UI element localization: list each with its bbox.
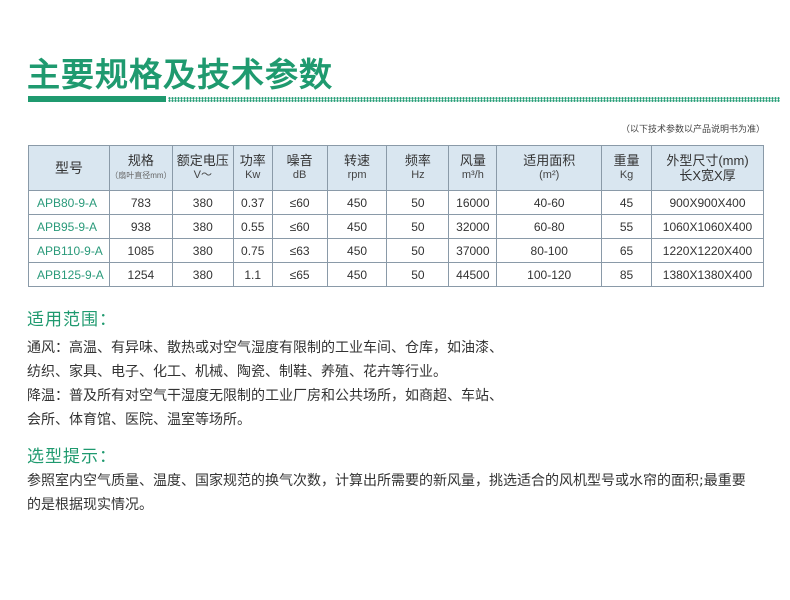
table-cell: 55 [601, 214, 652, 239]
scope-line: 通风：高温、有异味、散热或对空气湿度有限制的工业车间、仓库，如油漆、 [27, 340, 503, 356]
table-cell: 1380X1380X400 [651, 262, 764, 287]
header-label: 规格 [127, 153, 154, 168]
table-cell: 380 [171, 190, 234, 215]
table-cell: 1060X1060X400 [651, 214, 764, 239]
header-noise: 噪音 dB [271, 145, 328, 191]
table-cell: 450 [326, 238, 388, 263]
header-unit: Hz [411, 169, 425, 181]
header-dimensions: 外型尺寸(mm) 长X宽X厚 [651, 145, 764, 191]
header-label: 噪音 [286, 153, 313, 168]
tips-text: 参照室内空气质量、温度、国家规范的换气次数，计算出所需要的新风量，挑选适合的风机… [27, 469, 777, 517]
title-dotted-line [168, 97, 780, 102]
header-label: 重量 [613, 153, 640, 168]
table-cell: 80-100 [496, 238, 603, 263]
header-speed: 转速 rpm [326, 145, 388, 191]
table-cell: 0.75 [232, 238, 273, 263]
table-row: APB110-9-A 1085 380 0.75 ≤63 450 50 37000 80-100… [28, 238, 764, 263]
header-area: 适用面积 (m²) [496, 145, 603, 191]
tips-line: 的是根据现实情况。 [27, 497, 153, 513]
table-cell: 450 [326, 262, 388, 287]
model-cell: APB80-9-A [28, 190, 110, 215]
header-spec: 规格 （扇叶直径mm） [108, 145, 173, 191]
model-cell: APB110-9-A [28, 238, 110, 263]
table-cell: 100-120 [496, 262, 603, 287]
scope-text: 通风：高温、有异味、散热或对空气湿度有限制的工业车间、仓库，如油漆、 纺织、家具… [27, 336, 777, 432]
title-underline [28, 96, 166, 102]
header-label: 频率 [404, 153, 431, 168]
table-header-row: 型号 规格 （扇叶直径mm） 额定电压 V～ 功率 Kw 噪音 dB 转速 rpm 频率 H… [28, 145, 764, 191]
table-row: APB95-9-A 938 380 0.55 ≤60 450 50 32000 60-80 55 1… [28, 214, 764, 239]
model-cell: APB125-9-A [28, 262, 110, 287]
header-label: 型号 [54, 159, 83, 176]
table-cell: ≤65 [271, 262, 328, 287]
table-cell: 450 [326, 190, 388, 215]
table-cell: 380 [171, 262, 234, 287]
table-cell: 85 [601, 262, 652, 287]
table-cell: 380 [171, 214, 234, 239]
table-cell: 50 [386, 262, 450, 287]
table-cell: 1.1 [232, 262, 273, 287]
scope-heading: 适用范围： [27, 310, 117, 330]
table-cell: 0.37 [232, 190, 273, 215]
table-cell: 1220X1220X400 [651, 238, 764, 263]
header-label: 转速 [344, 153, 371, 168]
header-label: 功率 [239, 153, 266, 168]
tips-line: 参照室内空气质量、温度、国家规范的换气次数，计算出所需要的新风量，挑选适合的风机… [27, 473, 746, 489]
scope-line: 降温：普及所有对空气干湿度无限制的工业厂房和公共场所，如商超、车站、 [27, 388, 503, 404]
table-cell: ≤60 [271, 214, 328, 239]
header-label: 风量 [459, 153, 486, 168]
header-weight: 重量 Kg [601, 145, 652, 191]
header-unit: 长X宽X厚 [679, 168, 736, 183]
page-title: 主要规格及技术参数 [27, 55, 333, 94]
table-cell: 44500 [448, 262, 498, 287]
header-unit: rpm [347, 169, 367, 181]
table-cell: 1254 [108, 262, 173, 287]
header-unit: Kw [245, 169, 261, 181]
table-cell: 32000 [448, 214, 498, 239]
header-unit: (m²) [539, 169, 560, 181]
scope-line: 纺织、家具、电子、化工、机械、陶瓷、制鞋、养殖、花卉等行业。 [27, 364, 447, 380]
table-cell: 450 [326, 214, 388, 239]
header-unit: （扇叶直径mm） [110, 171, 172, 180]
table-cell: 37000 [448, 238, 498, 263]
scope-line: 会所、体育馆、医院、温室等场所。 [27, 412, 251, 428]
table-cell: 50 [386, 214, 450, 239]
header-unit: dB [292, 169, 307, 181]
table-cell: 60-80 [496, 214, 603, 239]
table-cell: ≤63 [271, 238, 328, 263]
table-row: APB125-9-A 1254 380 1.1 ≤65 450 50 44500 100-120… [28, 262, 764, 287]
table-cell: 0.55 [232, 214, 273, 239]
spec-note: （以下技术参数以产品说明书为准） [620, 125, 765, 135]
model-cell: APB95-9-A [28, 214, 110, 239]
table-cell: 65 [601, 238, 652, 263]
table-cell: 40-60 [496, 190, 603, 215]
header-frequency: 频率 Hz [386, 145, 450, 191]
table-cell: ≤60 [271, 190, 328, 215]
table-cell: 900X900X400 [651, 190, 764, 215]
table-cell: 50 [386, 190, 450, 215]
header-model: 型号 [28, 145, 110, 191]
table-cell: 16000 [448, 190, 498, 215]
header-unit: m³/h [461, 169, 484, 181]
header-label: 额定电压 [176, 153, 229, 168]
header-label: 适用面积 [523, 153, 576, 168]
header-label: 外型尺寸(mm) [666, 153, 749, 168]
tips-heading: 选型提示： [27, 447, 117, 467]
header-unit: V～ [193, 169, 212, 181]
table-cell: 50 [386, 238, 450, 263]
table-cell: 783 [108, 190, 173, 215]
table-cell: 45 [601, 190, 652, 215]
header-unit: Kg [619, 169, 634, 181]
table-cell: 380 [171, 238, 234, 263]
header-voltage: 额定电压 V～ [171, 145, 234, 191]
spec-table: 型号 规格 （扇叶直径mm） 额定电压 V～ 功率 Kw 噪音 dB 转速 rpm 频率 H… [28, 145, 764, 287]
header-power: 功率 Kw [232, 145, 273, 191]
header-airflow: 风量 m³/h [448, 145, 498, 191]
table-row: APB80-9-A 783 380 0.37 ≤60 450 50 16000 40-60 45 9… [28, 190, 764, 215]
table-cell: 1085 [108, 238, 173, 263]
table-cell: 938 [108, 214, 173, 239]
